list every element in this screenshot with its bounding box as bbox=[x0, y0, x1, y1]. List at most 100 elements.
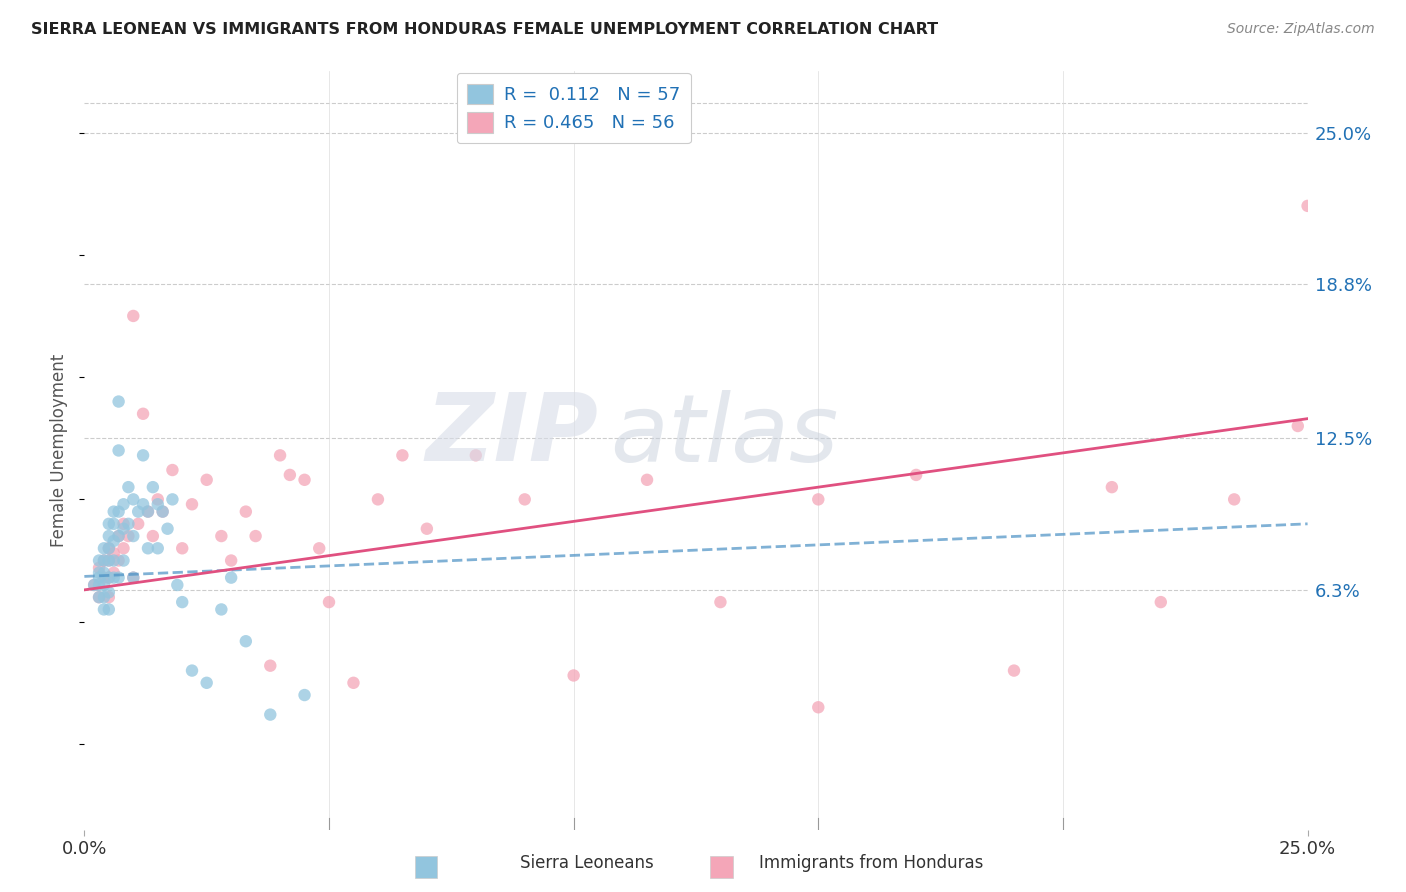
Point bbox=[166, 578, 188, 592]
Point bbox=[97, 553, 120, 567]
Point bbox=[97, 571, 120, 585]
Point bbox=[235, 634, 257, 648]
Point bbox=[112, 553, 135, 567]
Point bbox=[136, 541, 159, 556]
Point bbox=[107, 394, 129, 409]
Point bbox=[103, 566, 125, 580]
Point bbox=[181, 497, 204, 511]
Point bbox=[103, 516, 125, 531]
Point bbox=[122, 529, 145, 543]
Text: Sierra Leoneans: Sierra Leoneans bbox=[520, 855, 654, 872]
Point bbox=[195, 675, 218, 690]
Point bbox=[245, 529, 267, 543]
Point bbox=[1223, 492, 1246, 507]
Point bbox=[127, 516, 149, 531]
Text: ZIP: ZIP bbox=[425, 389, 598, 482]
Point bbox=[83, 578, 105, 592]
Point bbox=[278, 467, 301, 482]
Point bbox=[93, 553, 115, 567]
Point bbox=[97, 529, 120, 543]
Point bbox=[122, 571, 145, 585]
Point bbox=[107, 443, 129, 458]
Point bbox=[709, 595, 731, 609]
Point bbox=[87, 571, 110, 585]
Point bbox=[807, 492, 830, 507]
Point bbox=[132, 448, 155, 462]
Point bbox=[97, 585, 120, 599]
Point bbox=[103, 571, 125, 585]
Point bbox=[107, 505, 129, 519]
Point bbox=[342, 675, 364, 690]
Point bbox=[156, 522, 179, 536]
Point bbox=[122, 492, 145, 507]
Point bbox=[562, 668, 585, 682]
Point bbox=[172, 541, 194, 556]
Point bbox=[127, 505, 149, 519]
Point bbox=[103, 553, 125, 567]
Point bbox=[464, 448, 486, 462]
Y-axis label: Female Unemployment: Female Unemployment bbox=[51, 354, 69, 547]
Point bbox=[97, 541, 120, 556]
Point bbox=[416, 522, 439, 536]
Point bbox=[112, 541, 135, 556]
Point bbox=[87, 591, 110, 605]
Point bbox=[93, 571, 115, 585]
Point bbox=[172, 595, 194, 609]
Point bbox=[87, 553, 110, 567]
Point bbox=[97, 602, 120, 616]
Point bbox=[107, 571, 129, 585]
Point bbox=[905, 467, 928, 482]
Point bbox=[87, 591, 110, 605]
Point bbox=[136, 505, 159, 519]
Point bbox=[122, 571, 145, 585]
Point bbox=[146, 492, 169, 507]
Point bbox=[269, 448, 291, 462]
Point bbox=[93, 602, 115, 616]
Point bbox=[1296, 199, 1319, 213]
Point bbox=[103, 505, 125, 519]
Point bbox=[636, 473, 658, 487]
Point bbox=[209, 602, 232, 616]
Point bbox=[219, 553, 242, 567]
Point bbox=[117, 480, 139, 494]
Point bbox=[162, 492, 184, 507]
Point bbox=[1101, 480, 1123, 494]
Point bbox=[259, 658, 281, 673]
Point bbox=[112, 516, 135, 531]
Point bbox=[146, 541, 169, 556]
Point bbox=[513, 492, 536, 507]
Point bbox=[107, 529, 129, 543]
Point bbox=[122, 309, 145, 323]
Point bbox=[162, 463, 184, 477]
Text: SIERRA LEONEAN VS IMMIGRANTS FROM HONDURAS FEMALE UNEMPLOYMENT CORRELATION CHART: SIERRA LEONEAN VS IMMIGRANTS FROM HONDUR… bbox=[31, 22, 938, 37]
Point bbox=[97, 553, 120, 567]
Point bbox=[318, 595, 340, 609]
Point bbox=[132, 497, 155, 511]
Point bbox=[107, 529, 129, 543]
Point bbox=[219, 571, 242, 585]
Text: atlas: atlas bbox=[610, 390, 838, 481]
Point bbox=[107, 553, 129, 567]
Point bbox=[181, 664, 204, 678]
Point bbox=[83, 578, 105, 592]
Point bbox=[152, 505, 174, 519]
Point bbox=[136, 505, 159, 519]
Point bbox=[103, 533, 125, 548]
Point bbox=[1150, 595, 1173, 609]
Point bbox=[142, 529, 165, 543]
Point bbox=[93, 566, 115, 580]
Point bbox=[391, 448, 413, 462]
Point bbox=[117, 516, 139, 531]
Point bbox=[97, 591, 120, 605]
Point bbox=[142, 480, 165, 494]
Point bbox=[1002, 664, 1025, 678]
Legend: R =  0.112   N = 57, R = 0.465   N = 56: R = 0.112 N = 57, R = 0.465 N = 56 bbox=[457, 73, 690, 144]
Point bbox=[112, 522, 135, 536]
Point bbox=[87, 566, 110, 580]
Point bbox=[367, 492, 389, 507]
Point bbox=[1286, 419, 1309, 434]
Point bbox=[87, 561, 110, 575]
Point bbox=[132, 407, 155, 421]
Point bbox=[235, 505, 257, 519]
Point bbox=[146, 497, 169, 511]
